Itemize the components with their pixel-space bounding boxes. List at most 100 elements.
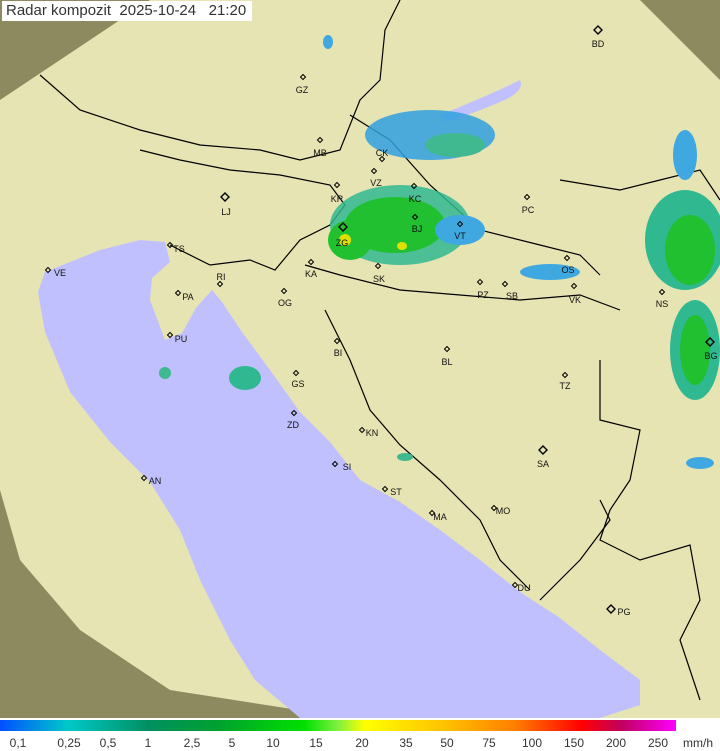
- city-gs: GS: [291, 369, 305, 389]
- city-marker-icon: [220, 192, 230, 202]
- city-marker-icon: [570, 282, 578, 290]
- city-label: MO: [496, 506, 511, 516]
- legend-label: 20: [355, 736, 369, 750]
- city-label: VT: [454, 231, 466, 241]
- city-label: PA: [182, 292, 193, 302]
- city-label: PG: [617, 607, 630, 617]
- city-marker-icon: [428, 509, 436, 517]
- coverage-area: [0, 0, 720, 718]
- city-marker-icon: [658, 288, 666, 296]
- city-sk: SK: [373, 262, 385, 284]
- city-marker-icon: [381, 485, 389, 493]
- city-marker-icon: [476, 278, 484, 286]
- city-ns: NS: [656, 288, 669, 309]
- city-label: KN: [366, 428, 379, 438]
- city-label: PZ: [477, 290, 489, 300]
- city-label: TS: [173, 244, 185, 254]
- city-label: AN: [149, 476, 162, 486]
- city-marker-icon: [316, 136, 324, 144]
- title-date: 2025-10-24: [119, 2, 197, 19]
- city-label: MB: [313, 148, 327, 158]
- city-label: SA: [537, 459, 549, 469]
- city-label: ZG: [336, 238, 349, 248]
- legend-label: 250: [647, 736, 669, 750]
- title-time: 21:20: [208, 2, 247, 19]
- city-pu: PU: [166, 331, 188, 344]
- city-label: SI: [343, 462, 352, 472]
- city-bl: BL: [441, 345, 453, 367]
- city-marker-icon: [411, 213, 419, 221]
- city-os: OS: [561, 254, 575, 275]
- city-lj: LJ: [220, 192, 231, 217]
- city-marker-icon: [44, 266, 52, 274]
- city-marker-icon: [538, 445, 548, 455]
- legend-unit: mm/h: [683, 736, 713, 750]
- city-marker-icon: [292, 369, 300, 377]
- radar-echoes: [159, 35, 720, 469]
- city-label: CK: [376, 148, 389, 158]
- city-label: KR: [331, 194, 344, 204]
- city-og: OG: [278, 287, 292, 308]
- city-pg: PG: [606, 604, 631, 617]
- city-marker-icon: [606, 604, 616, 614]
- city-an: AN: [140, 474, 162, 486]
- city-marker-icon: [166, 331, 174, 339]
- city-ck: CK: [376, 148, 389, 163]
- city-label: VE: [54, 268, 66, 278]
- legend-labels: 0,1 0,25 0,5 1 2,5 5 10 15 20 35 50 75 100 150 200 250 m…: [0, 736, 720, 751]
- legend-label: 0,1: [9, 736, 27, 750]
- city-marker-icon: [140, 474, 148, 482]
- city-marker-icon: [358, 426, 366, 434]
- radar-map[interactable]: GZ BD MB CK VZ KR KC LJ ZG BJ VT PC TS VE RI KA SK OS PZ SB…: [0, 0, 720, 718]
- legend-label: 1: [144, 736, 152, 750]
- city-label: SB: [506, 291, 518, 301]
- legend-label: 10: [266, 736, 280, 750]
- city-label: BJ: [412, 224, 423, 234]
- city-pz: PZ: [476, 278, 489, 300]
- city-marker-icon: [174, 289, 182, 297]
- city-marker-icon: [490, 504, 498, 512]
- city-ri: RI: [217, 272, 226, 288]
- city-st: ST: [381, 485, 402, 497]
- city-label: BI: [334, 348, 343, 358]
- city-label: OG: [278, 298, 292, 308]
- city-vk: VK: [569, 282, 581, 305]
- city-sa: SA: [537, 445, 549, 469]
- city-label: ST: [390, 487, 402, 497]
- city-marker-icon: [501, 280, 509, 288]
- city-du: DU: [511, 581, 531, 593]
- legend-label: 75: [482, 736, 496, 750]
- city-label: BG: [704, 351, 717, 361]
- city-marker-icon: [307, 258, 315, 266]
- legend-label: 50: [440, 736, 454, 750]
- city-label: RI: [217, 272, 226, 282]
- city-pa: PA: [174, 289, 194, 302]
- city-marker-icon: [333, 337, 341, 345]
- city-label: GZ: [296, 85, 309, 95]
- city-marker-icon: [333, 181, 341, 189]
- city-label: ZD: [287, 420, 299, 430]
- lake-balaton: [440, 80, 521, 122]
- city-ma: MA: [428, 509, 447, 522]
- legend-label: 35: [399, 736, 413, 750]
- legend-label: 0,25: [57, 736, 81, 750]
- city-marker-icon: [511, 581, 519, 589]
- city-label: TZ: [560, 381, 571, 391]
- city-marker-icon: [705, 337, 715, 347]
- city-tz: TZ: [560, 371, 571, 391]
- legend-label: 150: [563, 736, 585, 750]
- city-label: BL: [441, 357, 452, 367]
- city-label: NS: [656, 299, 669, 309]
- city-bi: BI: [333, 337, 343, 358]
- city-label: VZ: [370, 178, 382, 188]
- city-vt: VT: [454, 220, 466, 241]
- city-label: PU: [175, 334, 188, 344]
- city-markers: GZ BD MB CK VZ KR KC LJ ZG BJ VT PC TS VE RI KA SK OS PZ SB…: [44, 25, 718, 617]
- city-marker-icon: [410, 182, 418, 190]
- city-label: OS: [561, 265, 574, 275]
- city-label: MA: [433, 512, 447, 522]
- legend-label: 200: [605, 736, 627, 750]
- city-marker-icon: [561, 371, 569, 379]
- city-label: VK: [569, 295, 581, 305]
- city-marker-icon: [374, 262, 382, 270]
